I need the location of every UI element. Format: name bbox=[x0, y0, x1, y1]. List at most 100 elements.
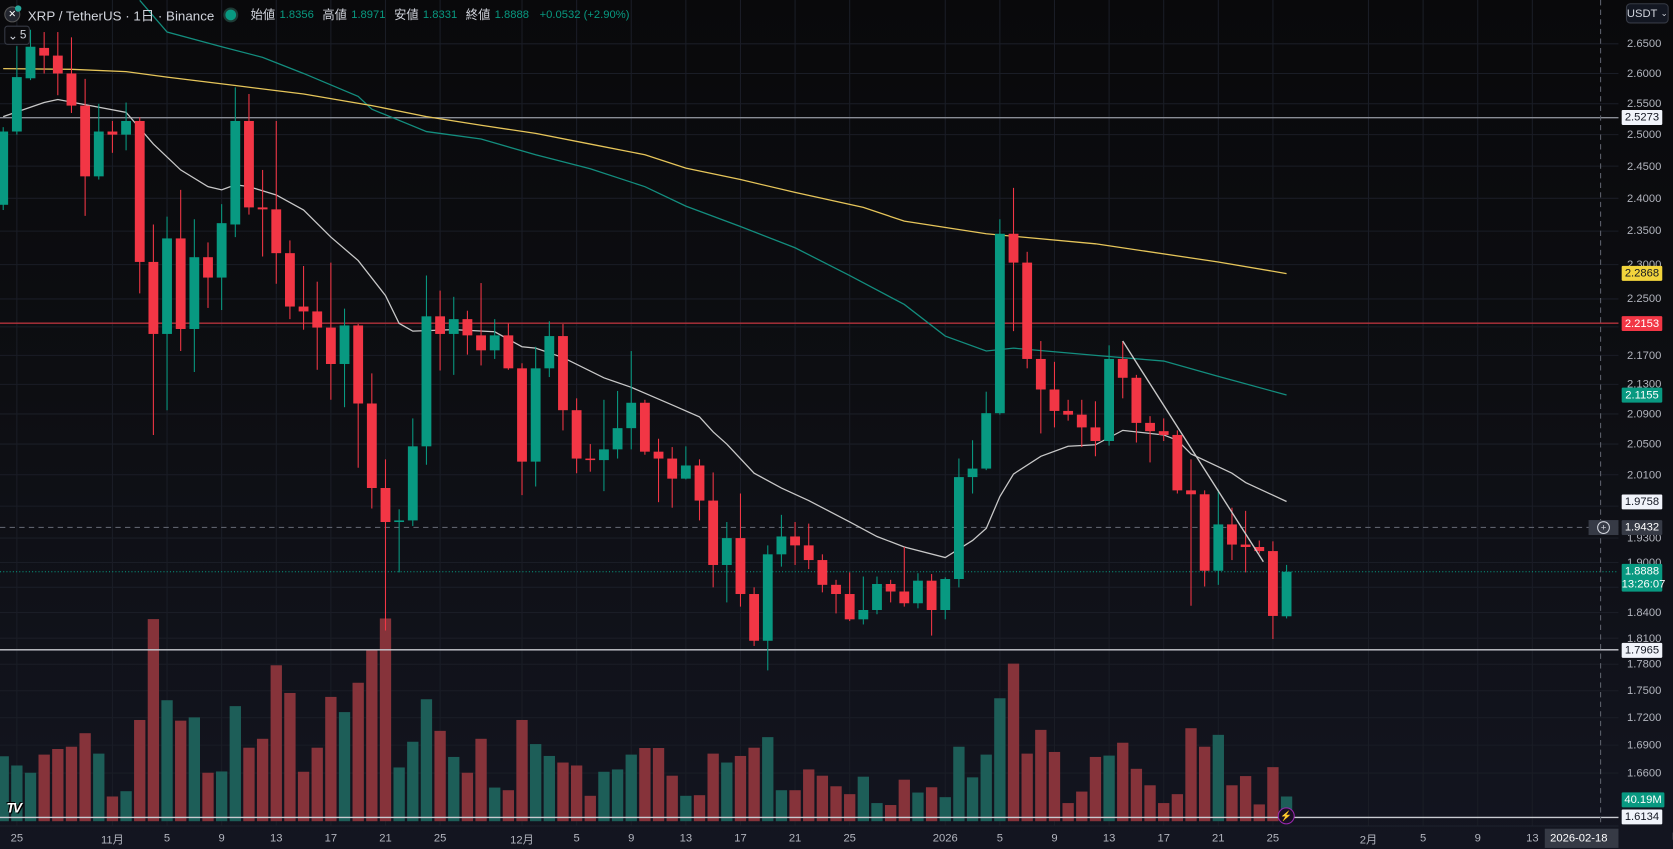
candle-down[interactable] bbox=[1254, 547, 1265, 552]
candle-up[interactable] bbox=[230, 120, 241, 225]
candle-up[interactable] bbox=[626, 402, 637, 429]
candle-down[interactable] bbox=[844, 594, 855, 620]
candle-down[interactable] bbox=[1035, 358, 1046, 390]
candle-down[interactable] bbox=[257, 207, 268, 210]
candle-up[interactable] bbox=[680, 465, 691, 479]
candle-up[interactable] bbox=[940, 579, 951, 611]
candle-down[interactable] bbox=[803, 545, 814, 561]
candle-down[interactable] bbox=[885, 583, 896, 592]
add-alert-button[interactable]: + bbox=[1588, 519, 1619, 535]
candle-down[interactable] bbox=[926, 580, 937, 611]
candle-up[interactable] bbox=[762, 554, 773, 641]
candle-down[interactable] bbox=[175, 238, 186, 329]
candle-down[interactable] bbox=[1199, 494, 1210, 571]
symbol-title[interactable]: XRP / TetherUS · 1日 · Binance bbox=[27, 8, 215, 24]
candle-up[interactable] bbox=[858, 610, 869, 620]
candle-up[interactable] bbox=[872, 583, 882, 611]
candle-down[interactable] bbox=[312, 311, 323, 328]
candle-down[interactable] bbox=[285, 253, 295, 307]
candle-down[interactable] bbox=[1240, 544, 1251, 548]
candle-down[interactable] bbox=[148, 261, 159, 334]
candle-down[interactable] bbox=[899, 591, 910, 604]
trendline-drawing[interactable] bbox=[1122, 340, 1264, 563]
candle-down[interactable] bbox=[435, 316, 446, 334]
candle-down[interactable] bbox=[1076, 414, 1087, 428]
candle-down[interactable] bbox=[1131, 377, 1142, 423]
candle-up[interactable] bbox=[489, 335, 500, 351]
candle-down[interactable] bbox=[107, 131, 118, 135]
candle-down[interactable] bbox=[1158, 431, 1169, 435]
candle-down[interactable] bbox=[708, 500, 719, 565]
candle-down[interactable] bbox=[517, 368, 527, 462]
candle-up[interactable] bbox=[421, 316, 432, 447]
candle-up[interactable] bbox=[25, 46, 36, 79]
candle-up[interactable] bbox=[0, 131, 9, 205]
candle-down[interactable] bbox=[1117, 358, 1128, 378]
candle-down[interactable] bbox=[1049, 389, 1060, 411]
candle-down[interactable] bbox=[571, 410, 582, 459]
candle-up[interactable] bbox=[544, 336, 555, 369]
candle-down[interactable] bbox=[735, 538, 746, 595]
candle-down[interactable] bbox=[134, 120, 145, 262]
tradingview-logo[interactable]: TV bbox=[6, 799, 22, 816]
candle-down[interactable] bbox=[667, 458, 678, 479]
candle-down[interactable] bbox=[244, 120, 254, 208]
candle-down[interactable] bbox=[80, 105, 91, 177]
candle-down[interactable] bbox=[558, 336, 568, 411]
candle-down[interactable] bbox=[66, 73, 77, 106]
candle-down[interactable] bbox=[790, 536, 800, 546]
candle-up[interactable] bbox=[448, 319, 459, 334]
candle-down[interactable] bbox=[1268, 551, 1278, 616]
candle-up[interactable] bbox=[994, 233, 1005, 414]
candle-up[interactable] bbox=[967, 468, 978, 478]
candle-up[interactable] bbox=[1104, 358, 1115, 442]
candle-down[interactable] bbox=[585, 458, 596, 461]
candle-down[interactable] bbox=[325, 327, 336, 364]
candle-down[interactable] bbox=[694, 465, 705, 501]
candle-down[interactable] bbox=[1186, 490, 1196, 495]
candle-down[interactable] bbox=[476, 335, 486, 351]
market-status-icon[interactable] bbox=[225, 9, 236, 20]
candle-up[interactable] bbox=[913, 580, 923, 604]
lightning-icon[interactable]: ⚡ bbox=[1277, 807, 1295, 825]
currency-select[interactable]: USDT ⌄ bbox=[1625, 3, 1669, 24]
candle-up[interactable] bbox=[721, 538, 732, 565]
candle-up[interactable] bbox=[599, 449, 609, 461]
candle-up[interactable] bbox=[953, 477, 964, 580]
candle-down[interactable] bbox=[1227, 524, 1237, 545]
candle-down[interactable] bbox=[1172, 434, 1183, 491]
candle-up[interactable] bbox=[612, 428, 623, 450]
candle-up[interactable] bbox=[394, 520, 405, 523]
candle-down[interactable] bbox=[1063, 410, 1074, 415]
candle-down[interactable] bbox=[639, 402, 650, 452]
candle-down[interactable] bbox=[831, 584, 841, 595]
candle-down[interactable] bbox=[203, 257, 213, 278]
candle-up[interactable] bbox=[407, 446, 418, 521]
candle-up[interactable] bbox=[121, 120, 131, 135]
price-axis[interactable]: 2.6500 2.6000 2.5500 2.5000 2.4500 2.4000 2.35… bbox=[1618, 0, 1672, 825]
candle-down[interactable] bbox=[653, 451, 664, 459]
candle-down[interactable] bbox=[817, 560, 828, 585]
candle-down[interactable] bbox=[462, 319, 473, 336]
candle-up[interactable] bbox=[1281, 571, 1292, 617]
candle-down[interactable] bbox=[1145, 422, 1155, 432]
indicators-collapse-button[interactable]: ⌄ 5 bbox=[4, 25, 30, 45]
candle-down[interactable] bbox=[39, 47, 50, 56]
candle-down[interactable] bbox=[366, 403, 377, 489]
candle-down[interactable] bbox=[52, 55, 63, 74]
candle-down[interactable] bbox=[380, 488, 391, 523]
time-axis[interactable]: 25 11月 5 9 13 17 21 25 12月 5 9 13 17 21 25 2026 5 9 13 17 21… bbox=[0, 825, 1619, 848]
candle-down[interactable] bbox=[1008, 233, 1019, 263]
candle-up[interactable] bbox=[93, 131, 104, 177]
candle-up[interactable] bbox=[776, 536, 787, 555]
candle-down[interactable] bbox=[1022, 262, 1033, 359]
candle-up[interactable] bbox=[339, 325, 350, 364]
candle-down[interactable] bbox=[749, 594, 760, 641]
candle-up[interactable] bbox=[162, 238, 172, 334]
candle-down[interactable] bbox=[503, 335, 514, 369]
candle-up[interactable] bbox=[189, 257, 200, 329]
candle-down[interactable] bbox=[298, 306, 309, 312]
candle-down[interactable] bbox=[1090, 427, 1101, 442]
candle-up[interactable] bbox=[530, 368, 541, 462]
